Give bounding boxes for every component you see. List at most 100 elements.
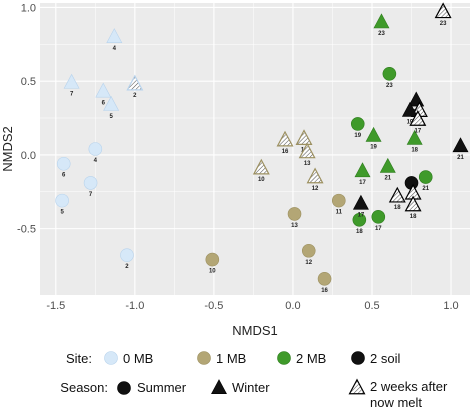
data-point: [371, 210, 386, 224]
y-tick-label: 1.0: [21, 2, 36, 14]
point-label: 16: [321, 288, 328, 294]
point-label: 7: [89, 192, 93, 198]
x-tick-labels: -1.5 -1.0 -0.5 0.0 0.5 1.0: [46, 300, 458, 312]
data-point: [352, 194, 369, 210]
point-label: 18: [411, 148, 418, 154]
point-label: 13: [304, 161, 311, 167]
data-point: [452, 137, 469, 153]
point-label: 5: [60, 210, 64, 216]
point-label: 21: [384, 176, 391, 182]
data-point: [83, 176, 98, 190]
data-point: [306, 167, 324, 184]
legend-site-marker: [104, 351, 118, 365]
data-point: [331, 193, 346, 208]
data-point: [434, 2, 452, 19]
data-point: [298, 142, 316, 159]
point-label: 12: [305, 260, 312, 266]
data-point: [401, 101, 418, 117]
legend-site-marker: [351, 351, 365, 365]
x-tick-label: 1.0: [443, 300, 458, 312]
point-label: 21: [422, 186, 429, 192]
data-point: [205, 252, 220, 267]
data-point: [287, 207, 302, 221]
data-point: [63, 73, 80, 89]
data-point: [352, 212, 367, 227]
legend-site-label: 2 MB: [296, 351, 326, 366]
point-label: 10: [209, 269, 216, 275]
point-label: 17: [375, 226, 382, 232]
legend-site-marker: [277, 351, 291, 365]
data-point: [404, 195, 422, 212]
point-label: 4: [94, 158, 98, 164]
point-label: 6: [62, 173, 66, 179]
data-point: [406, 129, 423, 145]
legend-season-marker: [211, 379, 227, 395]
data-point: [418, 170, 433, 184]
data-point: [382, 66, 397, 81]
data-point: [409, 110, 427, 126]
data-point: [317, 271, 332, 286]
data-point: [95, 82, 112, 98]
data-point: [103, 95, 120, 111]
data-points: 4765246752161113101211131210162323191918…: [55, 2, 469, 294]
point-label: 23: [378, 31, 385, 37]
point-label: 2: [125, 264, 129, 270]
point-label: 18: [410, 214, 417, 220]
point-label: 13: [291, 223, 298, 229]
point-label: 7: [70, 92, 74, 98]
point-label: 19: [354, 133, 361, 139]
data-point: [56, 156, 71, 171]
grid-lines: [40, 3, 470, 295]
legend-site-title: Site:: [66, 351, 92, 366]
data-point: [55, 193, 69, 208]
legend-season-label-line1: 2 weeks after: [370, 379, 448, 394]
point-label: 19: [407, 120, 414, 126]
x-tick-label: -0.5: [204, 300, 223, 312]
data-point: [388, 186, 406, 203]
point-label: 17: [414, 129, 421, 135]
site-legend-items: 0 MB 1 MB 2 MB 2 soil: [104, 351, 400, 366]
legend-site-label: 1 MB: [216, 351, 246, 366]
legend: Site: 0 MB 1 MB 2 MB 2 soil Season: Summer W…: [60, 351, 448, 410]
data-point: [126, 74, 144, 91]
point-label: 17: [358, 213, 365, 219]
data-point: [120, 248, 134, 262]
x-axis-title: NMDS1: [232, 323, 278, 338]
point-label: 12: [312, 186, 319, 192]
point-label: 10: [258, 177, 265, 183]
data-point: [350, 117, 365, 131]
data-point: [301, 243, 316, 258]
point-label: 2: [133, 93, 137, 99]
legend-season-title: Season:: [60, 380, 108, 395]
legend-season-marker: [117, 381, 131, 395]
y-tick-labels: -0.5 0.0 0.5 1.0: [17, 2, 36, 235]
legend-season-label-line2: now melt: [370, 395, 422, 410]
data-point: [373, 13, 390, 29]
data-point: [106, 28, 123, 43]
data-point: [252, 158, 270, 175]
legend-season-label: Summer: [137, 380, 187, 395]
data-point: [379, 157, 396, 173]
point-label: 4: [113, 46, 117, 52]
point-label: 11: [336, 210, 343, 216]
point-label: 17: [359, 180, 366, 186]
y-tick-label: 0.5: [21, 76, 36, 88]
data-point: [295, 129, 313, 146]
data-point: [354, 162, 371, 178]
y-tick-label: 0.0: [21, 150, 36, 162]
legend-site-marker: [197, 351, 211, 365]
point-label: 18: [356, 229, 363, 235]
y-tick-label: -0.5: [17, 224, 36, 236]
point-label: 23: [440, 21, 447, 27]
data-point: [88, 142, 103, 156]
point-label: 19: [370, 145, 377, 151]
y-axis-title: NMDS2: [0, 126, 15, 172]
x-tick-label: 0.0: [285, 300, 300, 312]
point-label: 6: [102, 100, 106, 106]
legend-site-label: 2 soil: [370, 351, 400, 366]
x-tick-label: -1.0: [125, 300, 144, 312]
data-point: [365, 126, 382, 142]
point-label: 21: [457, 155, 464, 161]
